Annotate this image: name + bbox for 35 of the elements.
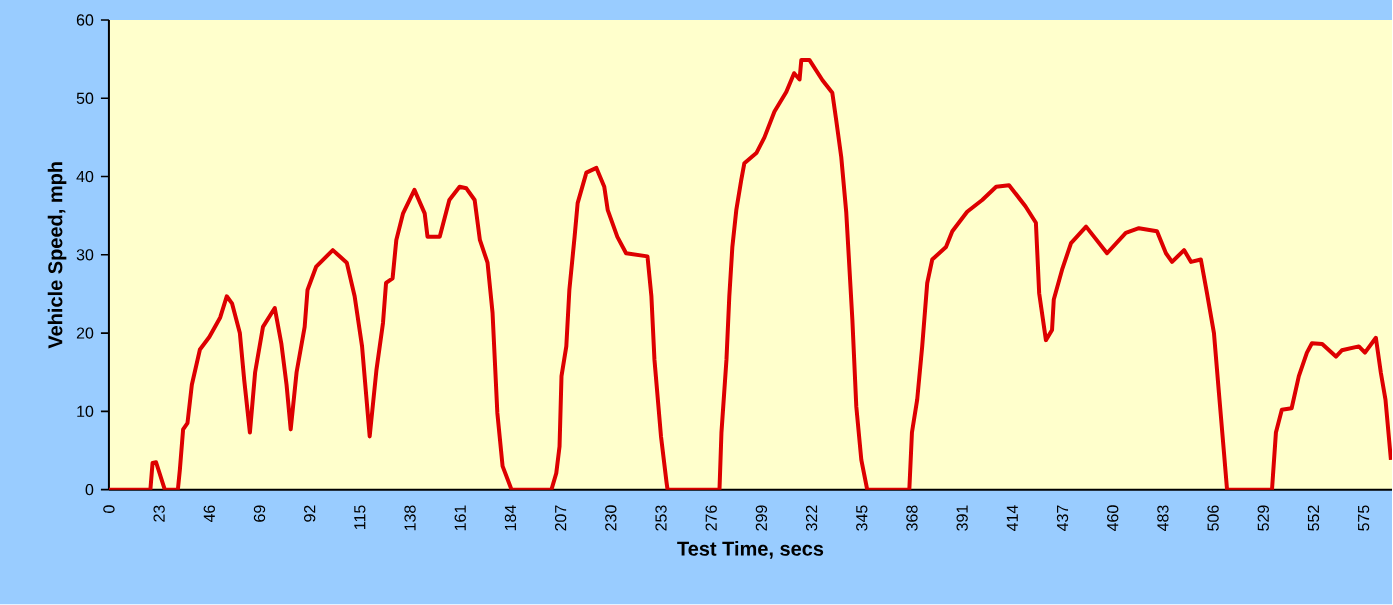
x-tick-label: 161 [454,505,466,531]
x-tick-label: 460 [1107,505,1119,532]
x-tick-label: 299 [755,505,768,531]
x-tick-label: 115 [354,505,366,530]
y-tick-label: 10 [77,405,94,418]
x-tick-label: 46 [203,505,215,523]
x-tick-label: 92 [304,505,316,522]
y-tick-label: 20 [76,327,94,339]
x-tick-label: 69 [253,505,266,522]
x-tick-label: 138 [404,505,416,531]
x-tick-label: 391 [956,505,968,531]
x-tick-label: 414 [1006,505,1018,532]
x-tick-label: 483 [1157,505,1169,532]
x-tick-label: 345 [856,505,868,531]
x-tick-label: 529 [1257,505,1269,531]
x-tick-label: 437 [1056,505,1069,532]
y-tick-label: 60 [76,14,94,26]
x-tick-label: 0 [103,505,115,514]
x-tick-label: 322 [805,505,818,531]
x-axis-title: Test Time, secs [677,541,824,559]
y-axis-title: Vehicle Speed, mph [47,162,67,349]
y-tick-label: 30 [76,249,94,261]
x-tick-label: 368 [906,505,918,531]
x-tick-label: 276 [705,505,717,531]
x-tick-label: 552 [1307,505,1320,531]
x-tick-label: 506 [1207,505,1219,531]
y-tick-label: 50 [76,92,94,105]
y-tick-label: 40 [76,171,94,183]
x-tick-label: 184 [504,505,517,531]
x-tick-label: 230 [605,505,617,531]
x-tick-label: 207 [554,505,567,531]
x-tick-label: 23 [153,505,165,522]
y-tick-label: 0 [85,484,94,496]
x-tick-label: 575 [1358,505,1370,531]
x-tick-label: 253 [655,505,667,531]
